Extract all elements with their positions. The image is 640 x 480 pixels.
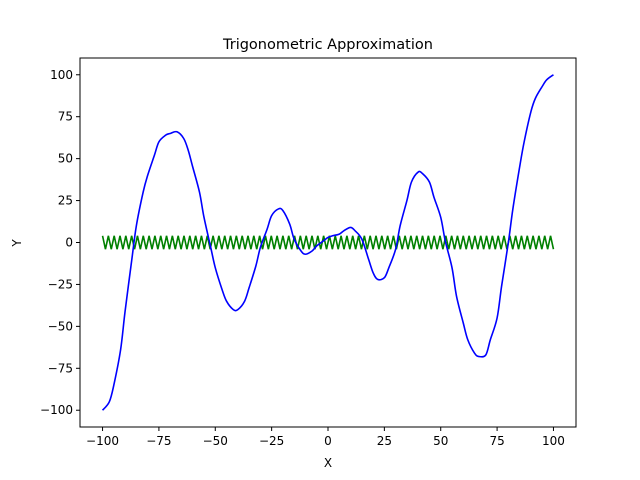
x-tick-label: −25 <box>259 434 284 448</box>
y-tick-label: −75 <box>48 361 73 375</box>
y-axis-label: Y <box>10 239 24 248</box>
series-line-blue <box>101 74 554 411</box>
y-tick-label: 25 <box>58 194 73 208</box>
series-line-green <box>101 235 555 250</box>
axes-frame <box>79 57 577 428</box>
y-tick-label: 75 <box>58 110 73 124</box>
x-axis-label: X <box>324 456 332 470</box>
x-tick-label: 0 <box>324 434 332 448</box>
x-tick-label: 75 <box>489 434 504 448</box>
x-tick-label: 50 <box>433 434 448 448</box>
y-tick-label: 100 <box>50 68 73 82</box>
y-tick-label: 50 <box>58 152 73 166</box>
y-tick-label: −50 <box>48 319 73 333</box>
x-tick-label: −100 <box>86 434 119 448</box>
y-tick-label: −100 <box>40 403 73 417</box>
y-tick-label: −25 <box>48 277 73 291</box>
chart-title: Trigonometric Approximation <box>222 37 433 53</box>
plot-area: −100 −75 −50 −25 0 25 50 75 100 −100 −75 −50 −25 0 25 5… <box>40 57 577 448</box>
x-tick-label: −50 <box>203 434 228 448</box>
y-tick-label: 0 <box>65 236 73 250</box>
x-tick-label: 100 <box>542 434 565 448</box>
x-tick-label: 25 <box>377 434 392 448</box>
x-tick-label: −75 <box>146 434 171 448</box>
